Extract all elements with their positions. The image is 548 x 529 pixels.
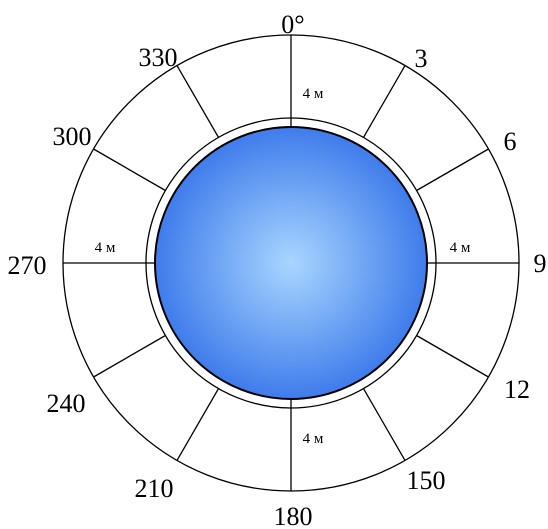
sector-line-330 [176,65,224,146]
sector-line-300 [93,148,174,196]
angle-label-300: 300 [53,122,92,151]
sector-lines [63,35,519,491]
sector-line-60 [408,148,489,196]
angle-label-180: 180 [274,502,313,529]
angle-label-270: 270 [8,251,47,280]
angle-label-12: 12 [504,375,530,404]
central-sphere [154,126,428,400]
sector-line-120 [408,330,489,378]
distance-label-bottom: 4 м [303,431,324,447]
angle-label-3: 3 [415,44,428,73]
angle-label-0: 0° [281,10,304,39]
distance-label-right: 4 м [450,240,471,256]
distance-label-left: 4 м [95,240,116,256]
angle-label-330: 330 [139,43,178,72]
angle-label-6: 6 [504,127,517,156]
sector-line-150 [358,380,406,461]
distance-label-top: 4 м [303,86,324,102]
sector-line-240 [93,330,174,378]
angle-label-150: 150 [407,466,446,495]
angle-label-240: 240 [47,389,86,418]
sector-line-30 [358,65,406,146]
gap-lines [146,118,436,408]
sector-line-210 [176,380,224,461]
angle-label-9: 9 [534,249,547,278]
angle-label-210: 210 [135,474,174,503]
